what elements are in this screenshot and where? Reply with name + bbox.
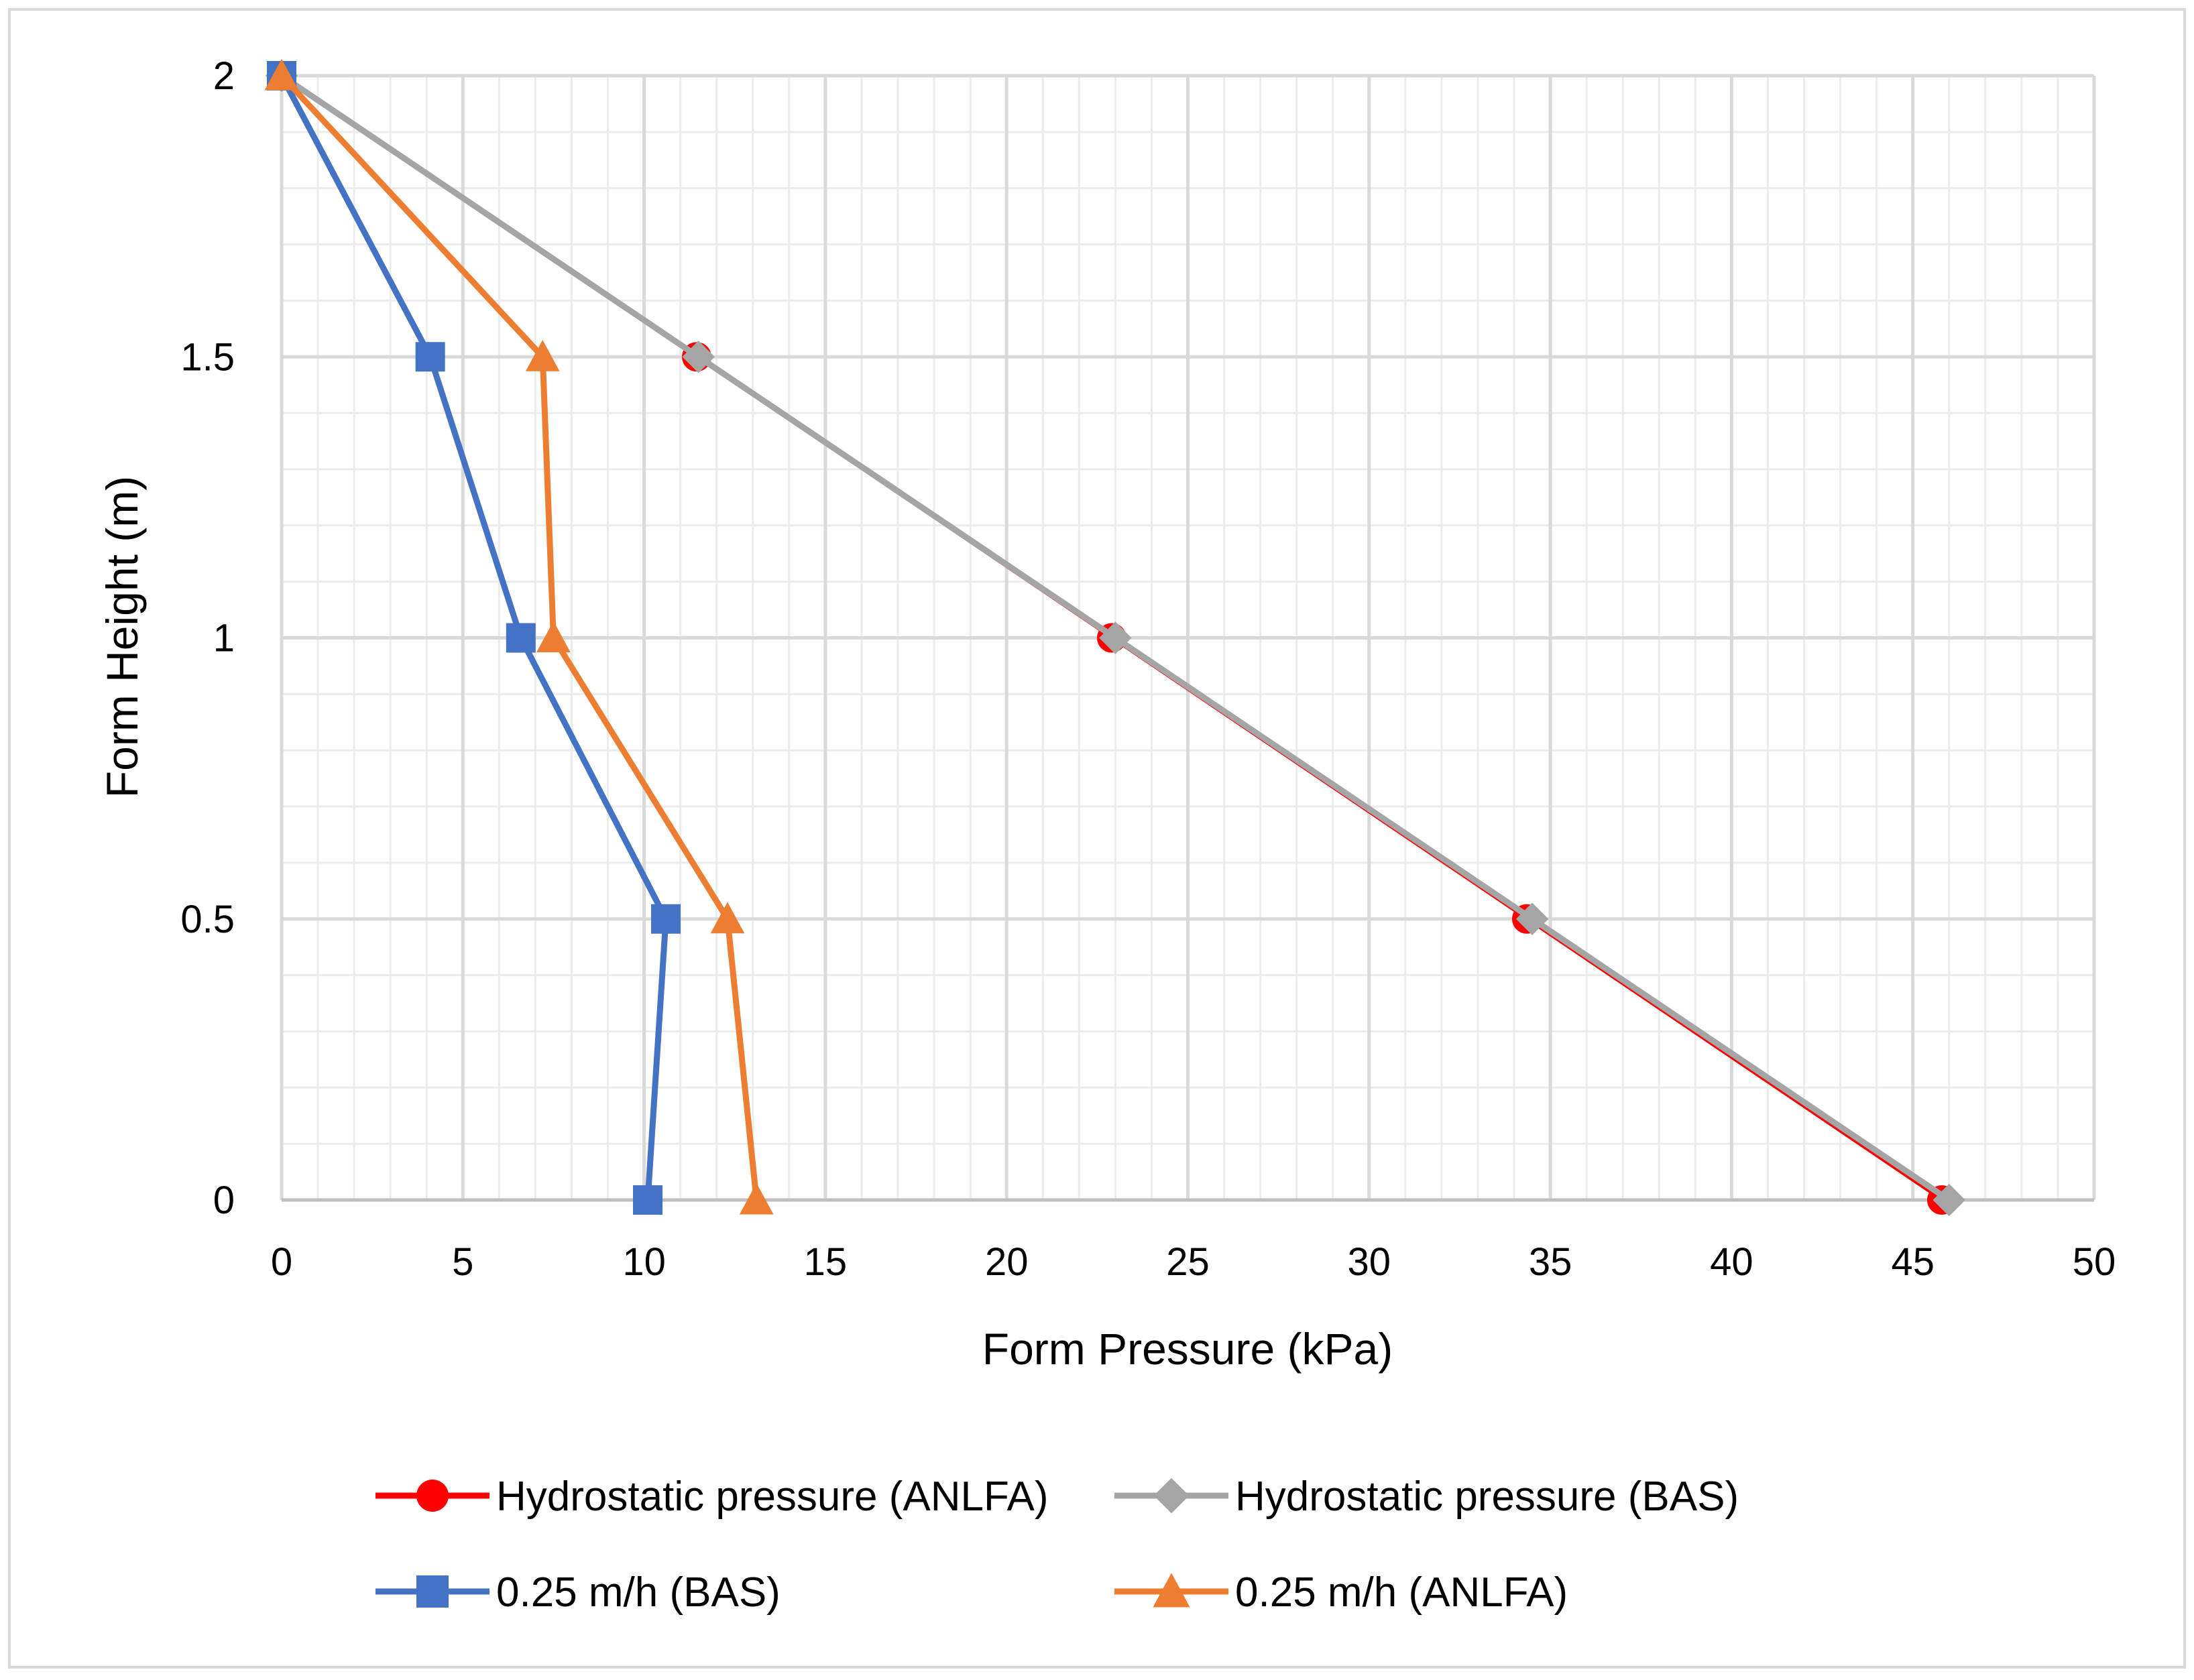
x-tick-label: 5 bbox=[452, 1240, 473, 1284]
x-tick-label: 30 bbox=[1348, 1240, 1391, 1284]
x-tick-label: 35 bbox=[1529, 1240, 1572, 1284]
data-point bbox=[1932, 1183, 1965, 1217]
legend-item: Hydrostatic pressure (ANLFA) bbox=[376, 1474, 1048, 1520]
legend-label: 0.25 m/h (ANLFA) bbox=[1235, 1569, 1568, 1616]
legend-item: 0.25 m/h (BAS) bbox=[376, 1569, 781, 1616]
legend-label: Hydrostatic pressure (ANLFA) bbox=[496, 1474, 1048, 1520]
x-tick-label: 50 bbox=[2073, 1240, 2116, 1284]
legend-item: 0.25 m/h (ANLFA) bbox=[1114, 1569, 1568, 1616]
x-tick-label: 15 bbox=[804, 1240, 848, 1284]
legend-marker bbox=[416, 1575, 449, 1608]
data-point bbox=[525, 339, 560, 371]
x-tick-label: 0 bbox=[271, 1240, 292, 1284]
y-tick-label: 2 bbox=[213, 54, 235, 98]
x-tick-label: 20 bbox=[985, 1240, 1029, 1284]
data-point bbox=[651, 904, 681, 934]
x-tick-label: 10 bbox=[622, 1240, 666, 1284]
data-point bbox=[415, 342, 445, 372]
y-tick-label: 0 bbox=[213, 1179, 235, 1222]
x-tick-label: 25 bbox=[1166, 1240, 1210, 1284]
legend-label: Hydrostatic pressure (BAS) bbox=[1235, 1474, 1739, 1520]
legend-marker bbox=[416, 1480, 449, 1512]
series-layer bbox=[264, 58, 1965, 1217]
data-point bbox=[1515, 902, 1549, 935]
x-axis-title: Form Pressure (kPa) bbox=[982, 1324, 1393, 1374]
data-point bbox=[264, 58, 299, 91]
data-point bbox=[633, 1185, 663, 1215]
data-point bbox=[710, 902, 745, 934]
data-point bbox=[1099, 621, 1132, 654]
y-tick-label: 1.5 bbox=[180, 335, 235, 379]
tick-labels: 0 5 10 15 20 25 30 35 40 45 50 0 0.5 1 1.5 2 bbox=[180, 54, 2116, 1284]
chart-frame bbox=[8, 8, 2186, 1669]
y-tick-label: 1 bbox=[213, 617, 235, 660]
data-point bbox=[506, 623, 536, 653]
legend-marker bbox=[1153, 1573, 1190, 1608]
y-tick-label: 0.5 bbox=[180, 898, 235, 941]
legend: Hydrostatic pressure (ANLFA) Hydrostatic … bbox=[376, 1474, 1739, 1616]
data-point bbox=[682, 341, 715, 373]
y-axis-title: Form Height (m) bbox=[97, 476, 147, 798]
data-point bbox=[739, 1183, 774, 1215]
data-point bbox=[536, 621, 571, 653]
x-tick-label: 45 bbox=[1891, 1240, 1935, 1284]
legend-label: 0.25 m/h (BAS) bbox=[496, 1569, 781, 1616]
x-tick-label: 40 bbox=[1710, 1240, 1753, 1284]
series-triangle bbox=[264, 58, 774, 1215]
grid bbox=[280, 74, 2096, 1202]
legend-item: Hydrostatic pressure (BAS) bbox=[1114, 1474, 1739, 1520]
legend-marker bbox=[1153, 1478, 1190, 1514]
